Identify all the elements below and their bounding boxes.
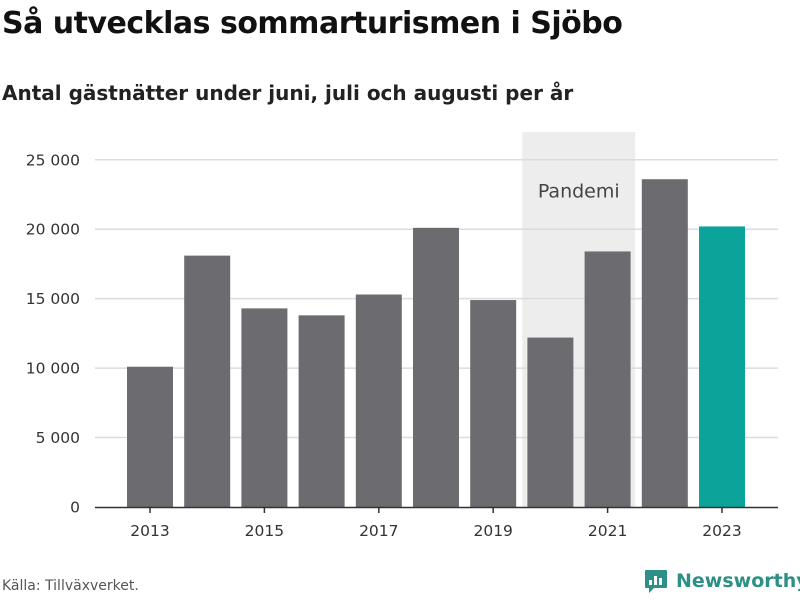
- bar-2023: [699, 226, 745, 507]
- y-tick-label: 15 000: [26, 290, 80, 308]
- bar-2021: [584, 251, 631, 507]
- y-axis-labels: 0 5 000 10 000 15 000 20 000 25 000: [26, 151, 80, 516]
- x-tick-label: 2023: [702, 522, 741, 540]
- y-tick-label: 10 000: [26, 360, 80, 378]
- bar-2015: [241, 308, 288, 507]
- annotation-label: Pandemi: [538, 181, 620, 203]
- bar-2018: [413, 227, 459, 508]
- x-tick-label: 2015: [245, 522, 284, 540]
- brand-name: Newsworthy: [676, 570, 800, 592]
- y-tick-label: 0: [70, 499, 80, 517]
- source-note: Källa: Tillväxverket.: [2, 578, 139, 594]
- newsworthy-logo: Newsworthy: [644, 568, 800, 594]
- bar-2020: [527, 337, 574, 507]
- bar-2014: [184, 255, 231, 507]
- bars-layer: [127, 179, 745, 508]
- x-tick-label: 2013: [130, 522, 169, 540]
- y-tick-label: 20 000: [26, 221, 80, 239]
- x-tick-label: 2019: [473, 522, 512, 540]
- bar-2019: [470, 300, 517, 507]
- bar-2022: [641, 179, 688, 507]
- x-tick-label: 2021: [588, 522, 627, 540]
- y-tick-label: 5 000: [36, 429, 80, 447]
- chart-subtitle: Antal gästnätter under juni, juli och au…: [2, 81, 574, 105]
- bar-2016: [298, 315, 345, 507]
- bar-2017: [355, 294, 402, 507]
- annotations-layer: Pandemi: [538, 181, 620, 203]
- newsworthy-logo-icon: [645, 570, 667, 593]
- x-tick-label: 2017: [359, 522, 398, 540]
- y-tick-label: 25 000: [26, 151, 80, 169]
- bar-2013: [127, 366, 173, 507]
- chart-title: Så utvecklas sommarturismen i Sjöbo: [2, 6, 623, 41]
- x-axis: 2013 2015 2017 2019 2021 2023: [95, 506, 778, 540]
